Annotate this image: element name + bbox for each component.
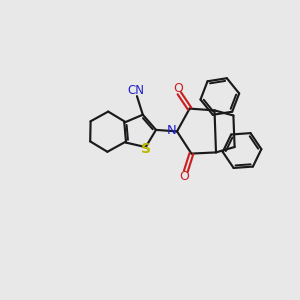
Text: CN: CN bbox=[128, 84, 145, 97]
Text: O: O bbox=[174, 82, 184, 94]
Text: N: N bbox=[167, 124, 176, 137]
Text: O: O bbox=[180, 170, 190, 183]
Text: S: S bbox=[141, 142, 151, 156]
